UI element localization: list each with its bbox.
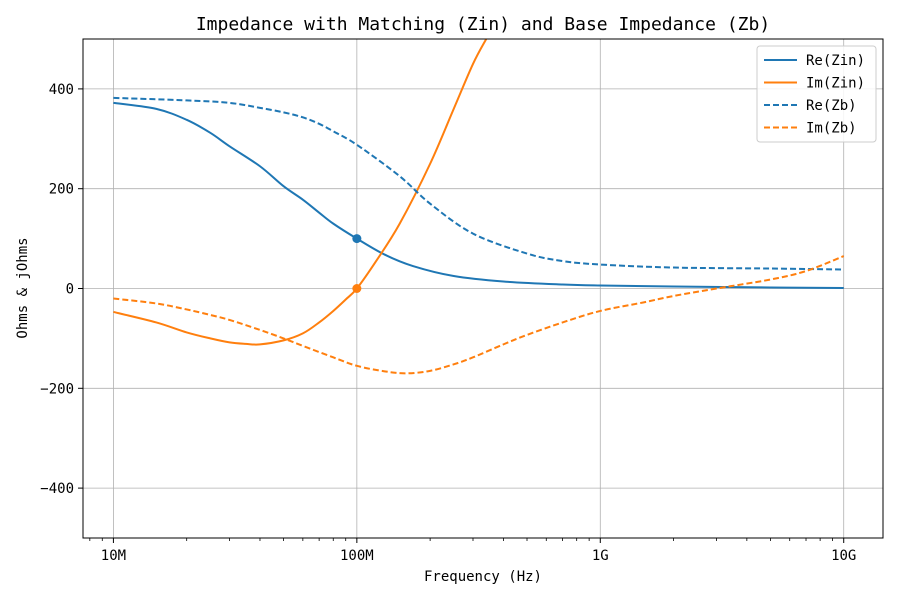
x-axis-label: Frequency (Hz): [424, 569, 542, 585]
series-line-re-zb: [113, 96, 844, 271]
legend-label-re-zin: Re(Zin): [806, 53, 865, 69]
x-tick-label: 10G: [831, 548, 856, 564]
legend-box: [756, 45, 877, 143]
chart-title: Impedance with Matching (Zin) and Base I…: [196, 14, 770, 35]
data-markers: [352, 234, 362, 293]
y-tick-label: 0: [66, 282, 74, 298]
y-tick-label: 200: [49, 182, 74, 198]
legend-label-im-zb: Im(Zb): [806, 121, 857, 137]
y-axis-ticks: 400 200 0 −200 −400: [40, 82, 83, 497]
legend-label-im-zin: Im(Zin): [806, 76, 865, 92]
marker-im-zin: [352, 284, 362, 293]
x-tick-label: 100M: [340, 548, 374, 564]
x-tick-label: 1G: [592, 548, 609, 564]
series-line-im-zb: [113, 255, 845, 375]
series-line-im-zin: [113, 39, 488, 346]
x-axis-ticks: 10M 100M 1G 10G: [89, 538, 856, 564]
y-tick-label: 400: [49, 82, 74, 98]
legend: Re(Zin) Im(Zin) Re(Zb) Im(Zb): [756, 45, 877, 143]
series-line-re-zin: [113, 101, 844, 290]
legend-label-re-zb: Re(Zb): [806, 98, 857, 114]
series-lines: [113, 39, 845, 375]
y-tick-label: −400: [40, 481, 74, 497]
y-axis-label: Ohms & jOhms: [15, 237, 31, 338]
x-tick-label: 10M: [101, 548, 126, 564]
y-tick-label: −200: [40, 381, 74, 397]
marker-re-zin: [352, 234, 362, 244]
